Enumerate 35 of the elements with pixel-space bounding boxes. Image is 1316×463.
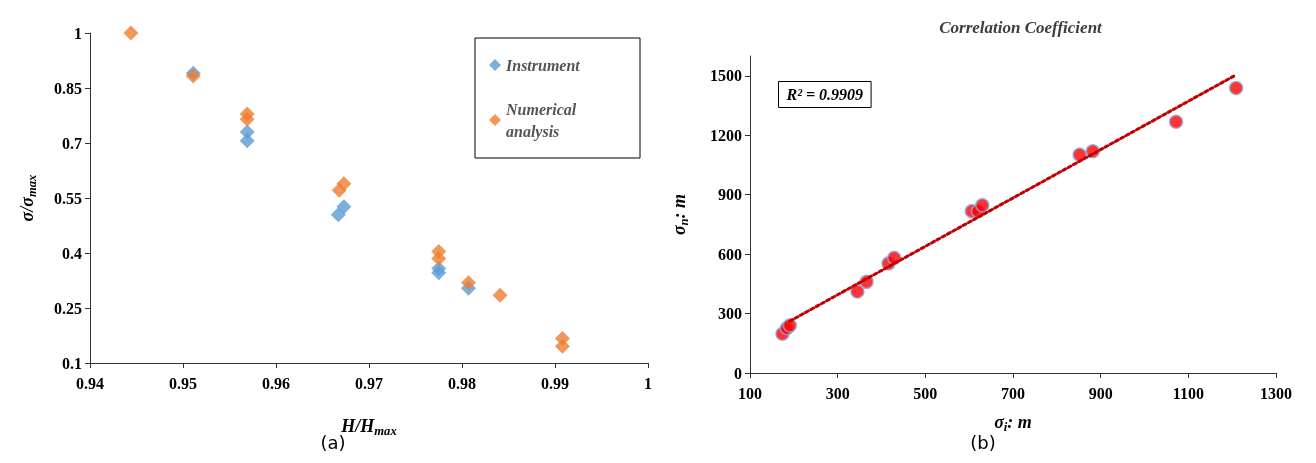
y-tick-label: 1200 [710, 126, 742, 144]
x-tick-label: 700 [1001, 384, 1025, 402]
y-tick-label: 600 [718, 245, 742, 263]
x-tick-label: 0.98 [448, 374, 476, 392]
x-tick-label: 100 [738, 384, 762, 402]
y-tick-label: 900 [718, 186, 742, 204]
x-tick-label: 500 [913, 384, 938, 402]
y-tick-label: 0.55 [54, 189, 82, 207]
x-tick-label: 0.99 [541, 374, 569, 392]
y-tick-label: 0.25 [54, 299, 82, 317]
x-tick-label: 1100 [1172, 384, 1204, 402]
y-tick-label: 0.7 [62, 134, 82, 152]
text: (a) [320, 431, 346, 453]
y-tick-label: 1500 [710, 67, 742, 85]
x-tick-label: 0.96 [262, 374, 290, 392]
chart-title: Correlation Coefficient [939, 18, 1104, 37]
x-tick-label: 0.95 [169, 374, 197, 392]
y-tick-label: 0 [734, 364, 742, 382]
x-tick-label: 1300 [1260, 384, 1292, 402]
legend-label: Instrument [505, 56, 581, 74]
annotation: R² = 0.9909 [785, 86, 864, 103]
x-tick-label: 0.94 [76, 374, 104, 392]
y-axis-title: σn: m [669, 193, 691, 236]
x-tick-label: 1 [644, 374, 652, 392]
y-tick-label: 0.4 [62, 244, 82, 262]
y-tick-label: 0.85 [54, 79, 82, 97]
x-tick-label: 0.97 [355, 374, 383, 392]
y-tick-label: 0.1 [62, 354, 82, 372]
legend-label: Numerical analysis [505, 100, 581, 141]
y-axis-title: σ/σmax [17, 174, 39, 222]
text: (b) [970, 431, 996, 453]
y-tick-label: 300 [718, 305, 742, 323]
x-tick-label: 300 [825, 384, 850, 402]
x-tick-label: 900 [1088, 384, 1113, 402]
y-tick-label: 1 [74, 24, 82, 42]
